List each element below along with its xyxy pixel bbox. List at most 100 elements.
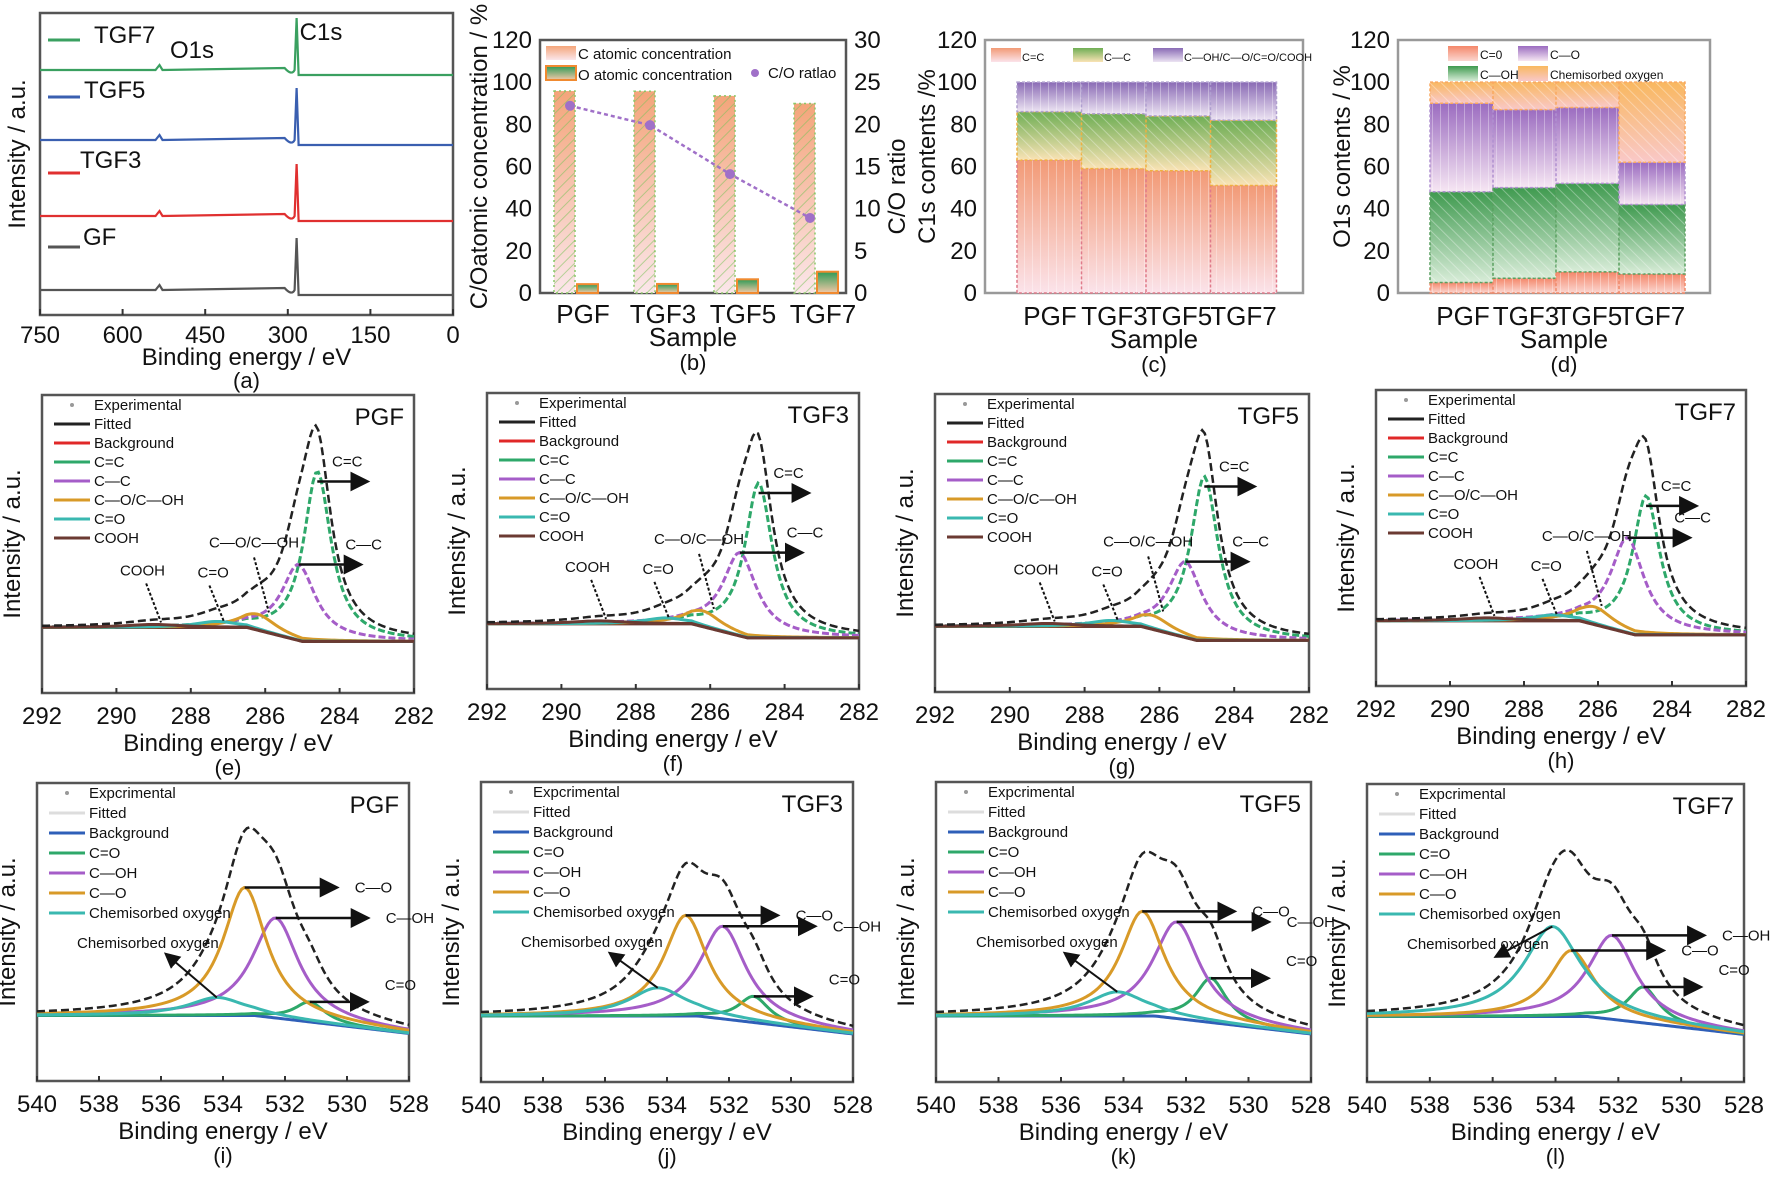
x-tick-label: 286 — [245, 703, 285, 730]
x-tick-label: 534 — [647, 1092, 687, 1119]
annotation-label: C—C — [787, 525, 824, 542]
x-axis-label: Binding energy / eV — [1017, 729, 1226, 756]
x-tick-label: 540 — [1347, 1092, 1387, 1119]
legend-label: Chemisorbed oxygen — [533, 904, 675, 921]
bar-texture — [1081, 168, 1148, 293]
y-axis-label: C1s contents /% — [914, 69, 941, 244]
x-tick-label: PGF — [556, 299, 609, 329]
legend-label: Fitted — [533, 804, 571, 821]
component-peak-3 — [480, 986, 854, 1035]
legend-label: Fitted — [1419, 806, 1457, 823]
x-tick-label: 536 — [1041, 1092, 1081, 1119]
x-axis-label: Binding energy / eV — [1456, 723, 1665, 750]
y-axis-label: Intensity / a.u. — [1333, 463, 1360, 612]
sample-label: TGF5 — [1240, 791, 1301, 818]
annotation-label: C=C — [1219, 459, 1250, 476]
annotation-o1s: O1s — [170, 37, 214, 64]
bar-texture — [1556, 82, 1622, 108]
legend-label: Chemisorbed oxygen — [1419, 906, 1561, 923]
annotation-label: C=O — [197, 564, 228, 581]
legend-label: C—OH — [1480, 68, 1519, 82]
legend-label: C=O — [533, 844, 564, 861]
legend-label: Fitted — [987, 415, 1025, 432]
legend-label: COOH — [94, 530, 139, 547]
y2-tick-label: 30 — [854, 27, 881, 54]
annotation-label: COOH — [120, 562, 165, 579]
plot-frame — [38, 11, 455, 317]
y2-tick-label: 15 — [854, 154, 881, 181]
y-tick-label: 0 — [964, 280, 977, 307]
bar-c-hatch — [794, 103, 815, 293]
plot-frame — [538, 38, 848, 295]
y-tick-label: 0 — [1377, 280, 1390, 307]
x-tick-label: TGF7 — [1619, 301, 1685, 331]
fitted-envelope — [480, 860, 854, 1027]
y-tick-label: 40 — [1363, 196, 1390, 223]
x-tick-label: 282 — [839, 699, 879, 726]
y2-tick-label: 0 — [854, 280, 867, 307]
legend-label: C—O — [1550, 48, 1580, 62]
x-axis-label: Sample — [1520, 324, 1608, 354]
y-tick-label: 60 — [1363, 154, 1390, 181]
legend-label: TGF5 — [84, 77, 145, 104]
series-line — [40, 163, 453, 223]
x-tick-label: TGF5 — [1556, 301, 1622, 331]
x-tick-label: 528 — [833, 1092, 873, 1119]
legend-marker — [964, 790, 968, 794]
panel-g-xps-c1s: 292 290 288 286 284 282 Binding energy / eV(g)… — [892, 392, 1329, 779]
x-tick-label: 282 — [1726, 696, 1766, 723]
arrow — [590, 579, 607, 620]
y-axis-label: Intensity / a.u. — [444, 466, 471, 615]
legend-label: C—O — [89, 885, 127, 902]
y-tick-label: 20 — [1363, 238, 1390, 265]
bar-texture — [1619, 204, 1685, 275]
bar-texture — [1081, 82, 1148, 114]
x-tick-label: 540 — [461, 1092, 501, 1119]
bar-o-atomic — [656, 282, 679, 295]
co-ratio-point — [805, 212, 815, 223]
series-line — [40, 17, 453, 77]
legend-label: COOH — [539, 528, 584, 545]
annotation-label: C=O — [1718, 962, 1749, 979]
co-ratio-point — [645, 120, 655, 131]
arrow — [1541, 578, 1559, 617]
legend-swatch — [1153, 48, 1183, 62]
panel-e-xps-c1s: 292 290 288 286 284 282 Binding energy / eV(e)… — [0, 393, 434, 780]
annotation-label: C—OH — [1287, 914, 1335, 931]
x-tick-label: 532 — [265, 1091, 305, 1118]
legend-label: TGF3 — [80, 147, 141, 174]
annotation-label: C—O/C—OH — [1542, 528, 1632, 545]
y-axis-label: Intensity / a.u. — [4, 79, 31, 228]
x-axis-label: Binding energy / eV — [568, 726, 777, 753]
annotation-label: Chemisorbed oxygen — [521, 934, 663, 951]
component-peak-3 — [36, 995, 410, 1035]
y-tick-label: 60 — [505, 154, 532, 181]
panel-label: (l) — [1546, 1144, 1566, 1169]
legend-label: C=C — [1022, 52, 1044, 64]
fitted-envelope — [1375, 434, 1747, 630]
legend-label: C=O — [1428, 506, 1459, 523]
x-tick-label: TGF3 — [1081, 301, 1147, 331]
legend-label: Background — [988, 824, 1068, 841]
legend-swatch-c — [546, 46, 576, 60]
legend-label: Background — [94, 435, 174, 452]
x-tick-label: 534 — [1103, 1092, 1143, 1119]
x-axis-label: Sample — [1110, 324, 1198, 354]
x-tick-label: 286 — [1578, 696, 1618, 723]
fitted-envelope — [934, 428, 1310, 636]
bar-texture — [1210, 185, 1277, 293]
legend-marker — [1395, 792, 1399, 796]
legend-label: Background — [1419, 826, 1499, 843]
y-tick-label: 60 — [950, 154, 977, 181]
panel-a-survey: 750 600 450 300 150 0 Binding energy / eV(a) In… — [4, 11, 460, 393]
bar-texture — [1017, 111, 1083, 161]
x-axis-label: Binding energy / eV — [1451, 1119, 1660, 1146]
legend-label: C—OH/C—O/C=O/COOH — [1184, 52, 1312, 64]
plot-frame — [1374, 388, 1748, 688]
bar-texture — [1493, 187, 1559, 279]
sample-label: TGF3 — [788, 402, 849, 429]
x-tick-label: 286 — [1139, 702, 1179, 729]
x-tick-label: 282 — [394, 703, 434, 730]
x-axis-label: Binding energy / eV — [118, 1118, 327, 1145]
